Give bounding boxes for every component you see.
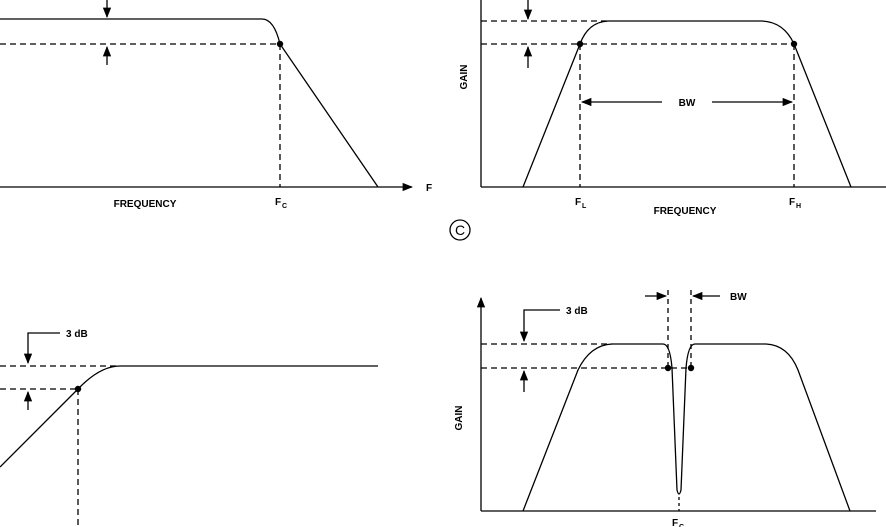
lowpass-panel	[0, 0, 414, 192]
notch-y-label: GAIN	[454, 406, 465, 431]
notch-left-3db-point	[664, 364, 672, 372]
highpass-response-curve	[0, 365, 378, 468]
lowpass-cutoff-subscript: C	[282, 203, 287, 210]
highpass-db-label: 3 dB	[66, 329, 88, 340]
highpass-3db-arrow-top	[23, 332, 60, 365]
notch-panel	[476, 290, 876, 512]
bandpass-fh-label: F	[789, 197, 795, 208]
bandpass-fl-subscript: L	[582, 203, 587, 210]
bandpass-panel-letter-circle	[449, 219, 471, 241]
notch-center-label: F	[672, 518, 678, 527]
notch-right-3db-point	[687, 364, 695, 372]
lowpass-response-curve	[0, 18, 379, 188]
bandpass-bw-label: BW	[679, 98, 696, 109]
bandpass-panel	[449, 0, 886, 241]
notch-bw-label: BW	[730, 292, 747, 303]
bandpass-x-label: FREQUENCY	[654, 206, 717, 217]
lowpass-axis-f-label: F	[426, 183, 432, 194]
highpass-cutoff-point	[74, 385, 82, 393]
bandpass-response-curve	[522, 20, 852, 188]
bandpass-y-label: GAIN	[459, 65, 470, 90]
highpass-panel	[0, 332, 378, 527]
lowpass-cutoff-point	[276, 40, 284, 48]
notch-response-curve	[522, 343, 851, 512]
bandpass-fl-point	[576, 40, 584, 48]
notch-db-label: 3 dB	[566, 306, 588, 317]
bandpass-panel-letter: C	[455, 222, 465, 238]
bandpass-fl-label: F	[575, 197, 581, 208]
lowpass-x-label: FREQUENCY	[114, 199, 177, 210]
lowpass-cutoff-label: F	[275, 197, 281, 208]
notch-center-subscript: C	[679, 524, 684, 527]
notch-3db-arrow-top	[519, 309, 560, 343]
bandpass-fh-point	[790, 40, 798, 48]
bandpass-fh-subscript: H	[796, 203, 801, 210]
